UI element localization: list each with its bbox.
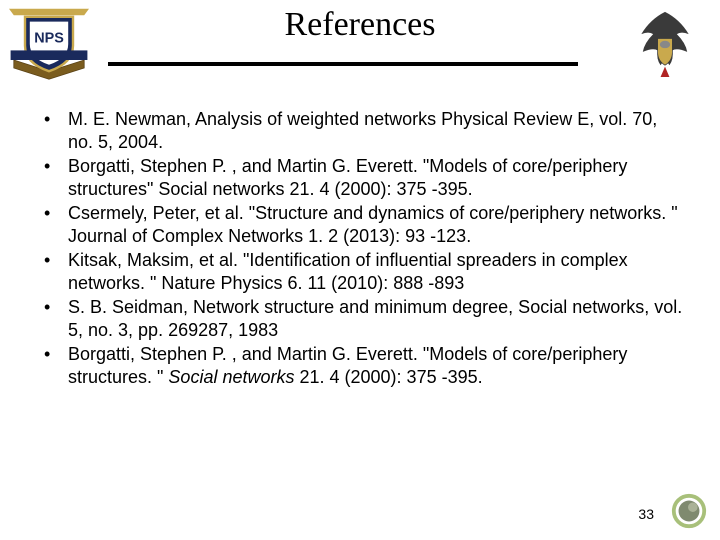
slide-title: References xyxy=(0,6,720,44)
reference-item: Csermely, Peter, et al. "Structure and d… xyxy=(36,202,684,247)
reference-item: Borgatti, Stephen P. , and Martin G. Eve… xyxy=(36,155,684,200)
title-underline xyxy=(108,62,578,66)
references-list: M. E. Newman, Analysis of weighted netwo… xyxy=(36,108,684,388)
reference-item: M. E. Newman, Analysis of weighted netwo… xyxy=(36,108,684,153)
reference-journal-italic: Social networks xyxy=(168,367,299,387)
reference-item: Kitsak, Maksim, et al. "Identification o… xyxy=(36,249,684,294)
slide: NPS References M. E. Newman, Analysis of… xyxy=(0,0,720,540)
reference-suffix: 21. 4 (2000): 375 -395. xyxy=(299,367,482,387)
page-number: 33 xyxy=(638,506,654,522)
references-block: M. E. Newman, Analysis of weighted netwo… xyxy=(36,108,684,390)
reference-item: Borgatti, Stephen P. , and Martin G. Eve… xyxy=(36,343,684,388)
reference-item: S. B. Seidman, Network structure and min… xyxy=(36,296,684,341)
corner-badge-icon xyxy=(670,492,708,530)
